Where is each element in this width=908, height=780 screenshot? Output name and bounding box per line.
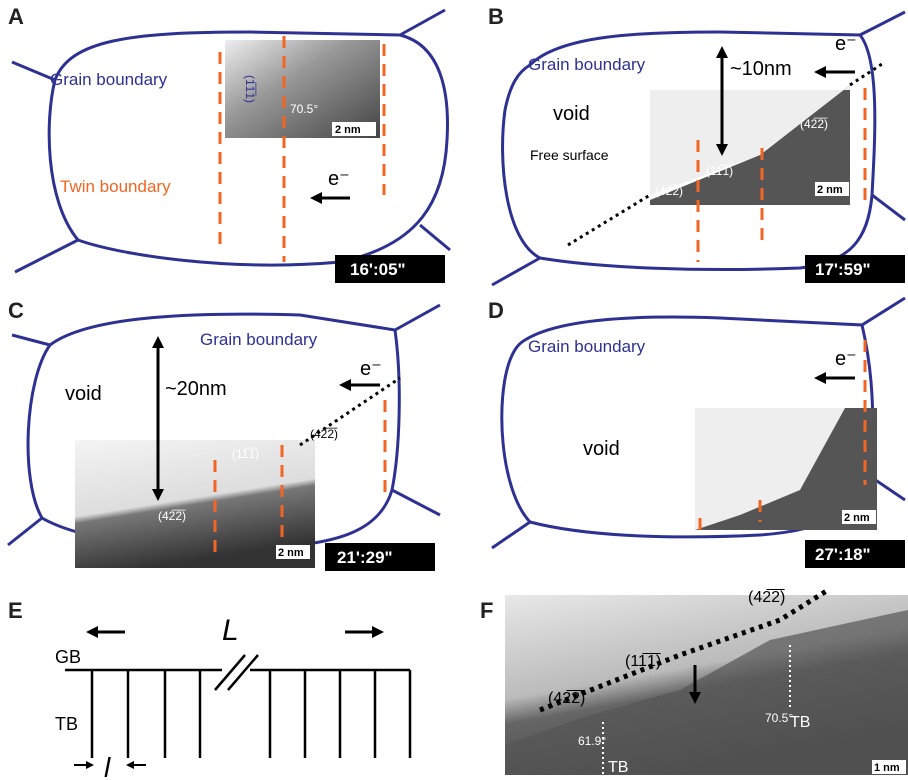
panel-f: F (42̅2̅) (11̅1̅) (42̅2̅) 70.5° 61.9° TB… — [480, 588, 908, 776]
panel-d: D Grain boundary void 2 nm e⁻ 27':18" — [488, 298, 905, 568]
plane-label: (11̅1̅) — [706, 164, 733, 178]
panel-letter: B — [488, 4, 504, 29]
twin-boundary-label: Twin boundary — [60, 177, 171, 196]
grain-boundary-label: Grain boundary — [50, 70, 168, 89]
plane-label: (42̅2̅) — [310, 427, 338, 441]
scale-label: 2 nm — [278, 547, 304, 559]
time-label: 17':59" — [815, 260, 871, 279]
panel-b: B Grain boundary ~10nm void Free surface… — [488, 4, 905, 285]
panel-a: A Grain boundary Twin boundary (1̅1̅1) 7… — [8, 4, 450, 283]
tb-label: TB — [790, 714, 810, 731]
panel-letter: D — [488, 298, 504, 323]
panel-letter: A — [8, 4, 24, 29]
scale-label: 2 nm — [817, 184, 843, 196]
grain-boundary-label: Grain boundary — [528, 337, 646, 356]
plane-label: (1̅1̅1) — [243, 75, 257, 103]
void-label: void — [583, 438, 620, 460]
electron-label: e⁻ — [835, 348, 857, 370]
plane-label: (42̅2̅) — [800, 117, 828, 131]
grain-boundary-label: Grain boundary — [200, 330, 318, 349]
panel-letter: E — [8, 598, 23, 623]
panel-letter: F — [480, 598, 493, 623]
plane-label: (11̅1̅) — [232, 447, 259, 461]
time-label: 21':29" — [337, 548, 393, 567]
gb-label: GB — [55, 647, 81, 667]
tb-label: TB — [608, 759, 628, 776]
grain-boundary-label: Grain boundary — [528, 55, 646, 74]
plane-label: (11̅1̅) — [625, 652, 661, 670]
scale-label: 2 nm — [335, 124, 361, 136]
figure: A Grain boundary Twin boundary (1̅1̅1) 7… — [0, 0, 908, 780]
angle-label: 61.9° — [578, 734, 606, 748]
electron-label: e⁻ — [328, 168, 350, 190]
scale-label: 2 nm — [844, 512, 870, 524]
void-label: void — [553, 103, 590, 125]
tb-label: TB — [55, 714, 78, 734]
void-label: void — [65, 383, 102, 405]
panel-letter: C — [8, 298, 24, 323]
plane-label: (42̅2̅) — [548, 689, 585, 707]
panel-e: E GB TB L l — [8, 598, 410, 780]
electron-label: e⁻ — [360, 358, 382, 380]
time-label: 16':05" — [350, 260, 406, 279]
scale-label: 1 nm — [874, 762, 900, 774]
plane-label: (42̅2̅) — [655, 184, 683, 198]
boundary-lines — [65, 670, 410, 758]
free-surface-label: Free surface — [530, 147, 609, 163]
electron-label: e⁻ — [835, 33, 857, 55]
panel-c: C Grain boundary void ~20nm (42̅2̅) (11̅… — [8, 298, 440, 571]
height-label: ~20nm — [165, 378, 227, 400]
small-l-label: l — [104, 752, 111, 780]
plane-label: (42̅2̅) — [748, 588, 785, 606]
plane-label: (42̅2̅) — [158, 509, 186, 523]
time-label: 27':18" — [815, 545, 871, 564]
angle-label: 70.5° — [290, 102, 318, 116]
height-label: ~10nm — [730, 58, 792, 80]
big-l-label: L — [222, 614, 239, 647]
